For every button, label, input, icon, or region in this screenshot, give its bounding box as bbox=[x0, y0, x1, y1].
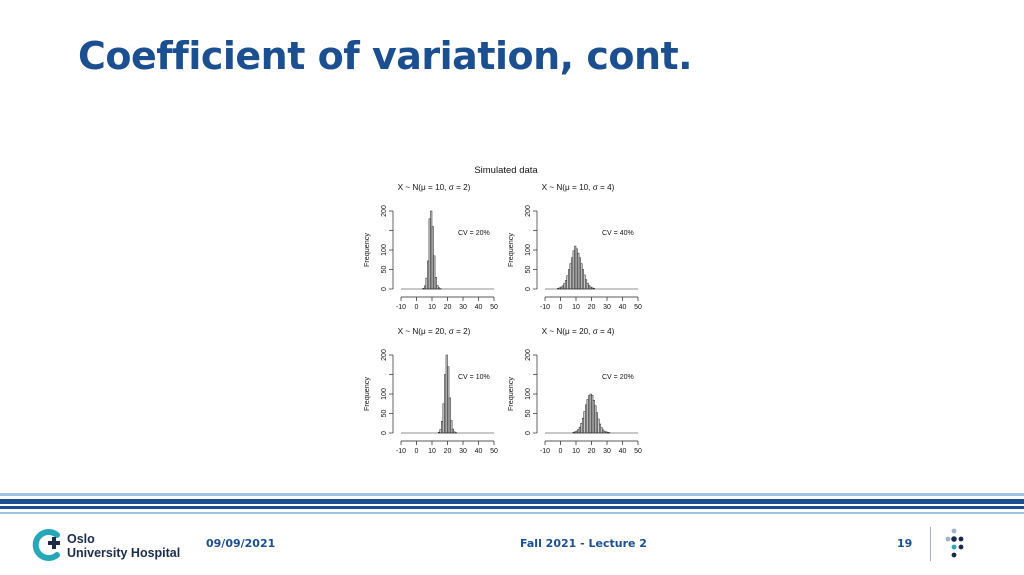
y-tick-label: 100 bbox=[525, 244, 532, 256]
stripe-dark-2 bbox=[0, 506, 1024, 509]
x-tick-label: 40 bbox=[475, 448, 483, 455]
footer-stripes bbox=[0, 493, 1024, 517]
y-tick-label: 50 bbox=[381, 410, 388, 418]
histogram-panel-1: X ~ N(μ = 10, σ = 2) -10 0 10 20 30 40 50 0 50 100… bbox=[362, 183, 498, 311]
cv-annotation: CV = 40% bbox=[602, 230, 634, 237]
x-tick-label: 20 bbox=[588, 448, 596, 455]
y-tick-label: 50 bbox=[381, 266, 388, 274]
x-tick-label: 10 bbox=[572, 304, 580, 311]
cv-annotation: CV = 10% bbox=[458, 374, 490, 381]
x-tick-label: 10 bbox=[572, 448, 580, 455]
chart-title: Simulated data bbox=[474, 165, 538, 176]
y-tick-label: 50 bbox=[525, 410, 532, 418]
stripe-light-bottom bbox=[0, 512, 1024, 514]
y-tick-label: 200 bbox=[381, 349, 388, 361]
x-tick-label: 20 bbox=[588, 304, 596, 311]
x-tick-label: 10 bbox=[428, 448, 436, 455]
y-axis-label: Frequency bbox=[362, 377, 371, 411]
slide-footer: Oslo University Hospital 09/09/2021 Fall… bbox=[0, 517, 1024, 575]
histogram-chart-svg: Simulated data X ~ N(μ = 10, σ = 2) -10 0 1… bbox=[362, 165, 642, 455]
x-tick-label: 0 bbox=[559, 448, 563, 455]
stripe-light-top bbox=[0, 493, 1024, 496]
hospital-logo-icon bbox=[32, 529, 60, 561]
x-tick-label: 30 bbox=[459, 448, 467, 455]
histogram-panel-2: X ~ N(μ = 10, σ = 4) -10 0 10 20 30 40 50 0 50 100… bbox=[506, 183, 642, 311]
y-tick-label: 200 bbox=[381, 205, 388, 217]
y-tick-label: 0 bbox=[525, 431, 532, 435]
y-tick-label: 50 bbox=[525, 266, 532, 274]
x-tick-label: 40 bbox=[619, 304, 627, 311]
logo-line-2: University Hospital bbox=[67, 546, 181, 560]
y-tick-label: 100 bbox=[525, 388, 532, 400]
panel-subtitle: X ~ N(μ = 20, σ = 2) bbox=[398, 327, 471, 336]
x-tick-label: 30 bbox=[459, 304, 467, 311]
x-tick-label: 40 bbox=[475, 304, 483, 311]
chart-panels: X ~ N(μ = 10, σ = 2)-10 0 10 20 30 40 50050100… bbox=[362, 183, 642, 455]
x-tick-label: 20 bbox=[444, 304, 452, 311]
x-tick-label: 0 bbox=[415, 304, 419, 311]
panel-subtitle: X ~ N(μ = 20, σ = 4) bbox=[542, 327, 615, 336]
y-axis-label: Frequency bbox=[362, 233, 371, 267]
y-tick-label: 200 bbox=[525, 205, 532, 217]
x-tick-label: 0 bbox=[559, 304, 563, 311]
cv-annotation: CV = 20% bbox=[458, 230, 490, 237]
x-tick-label: -10 bbox=[540, 304, 550, 311]
x-tick-label: 50 bbox=[634, 448, 642, 455]
x-tick-label: 50 bbox=[490, 304, 498, 311]
panel-subtitle: X ~ N(μ = 10, σ = 4) bbox=[542, 183, 615, 192]
x-tick-label: 20 bbox=[444, 448, 452, 455]
x-tick-label: -10 bbox=[540, 448, 550, 455]
y-axis-label: Frequency bbox=[506, 233, 515, 267]
y-tick-label: 100 bbox=[381, 244, 388, 256]
y-tick-label: 0 bbox=[381, 431, 388, 435]
panel-subtitle: X ~ N(μ = 10, σ = 2) bbox=[398, 183, 471, 192]
footer-course: Fall 2021 - Lecture 2 bbox=[520, 537, 647, 550]
x-tick-label: 30 bbox=[603, 448, 611, 455]
y-tick-label: 0 bbox=[525, 287, 532, 291]
histogram-figure: Simulated data X ~ N(μ = 10, σ = 2) -10 0 1… bbox=[350, 158, 650, 458]
histogram-panel-4: X ~ N(μ = 20, σ = 4) -10 0 10 20 30 40 50 0 50 100… bbox=[506, 327, 642, 455]
hospital-logo: Oslo University Hospital bbox=[30, 526, 180, 566]
y-tick-label: 200 bbox=[525, 349, 532, 361]
decorative-dots-icon bbox=[945, 528, 964, 558]
logo-line-1: Oslo bbox=[67, 532, 95, 546]
x-tick-label: 0 bbox=[415, 448, 419, 455]
histogram-panel-3: X ~ N(μ = 20, σ = 2) -10 0 10 20 30 40 50 0 50 100… bbox=[362, 327, 498, 455]
slide-title: Coefficient of variation, cont. bbox=[78, 34, 693, 78]
x-tick-label: 50 bbox=[634, 304, 642, 311]
stripe-dark-1 bbox=[0, 499, 1024, 504]
cv-annotation: CV = 20% bbox=[602, 374, 634, 381]
x-tick-label: 40 bbox=[619, 448, 627, 455]
footer-divider bbox=[930, 527, 931, 561]
footer-date: 09/09/2021 bbox=[206, 537, 276, 550]
x-tick-label: 30 bbox=[603, 304, 611, 311]
x-tick-label: 10 bbox=[428, 304, 436, 311]
y-axis-label: Frequency bbox=[506, 377, 515, 411]
hospital-logo-text: Oslo University Hospital bbox=[67, 532, 180, 560]
x-tick-label: -10 bbox=[396, 448, 406, 455]
y-tick-label: 0 bbox=[381, 287, 388, 291]
y-tick-label: 100 bbox=[381, 388, 388, 400]
x-tick-label: 50 bbox=[490, 448, 498, 455]
x-tick-label: -10 bbox=[396, 304, 406, 311]
page-number: 19 bbox=[897, 537, 913, 550]
